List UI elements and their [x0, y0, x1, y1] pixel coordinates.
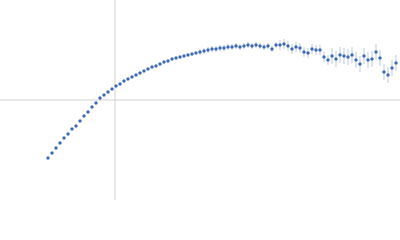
data-point — [390, 66, 394, 70]
data-point — [130, 75, 134, 79]
data-point — [162, 60, 166, 64]
data-point — [286, 44, 290, 48]
data-point — [98, 96, 102, 100]
data-point — [326, 58, 330, 62]
data-point — [118, 82, 122, 86]
data-point — [142, 69, 146, 73]
data-point — [226, 45, 230, 49]
data-point — [242, 44, 246, 48]
data-point — [330, 54, 334, 58]
data-point — [230, 45, 234, 49]
chart — [0, 0, 400, 200]
data-point — [126, 77, 130, 81]
data-point — [258, 44, 262, 48]
data-point — [374, 50, 378, 54]
data-point — [394, 61, 398, 65]
data-point — [358, 62, 362, 66]
data-point — [150, 65, 154, 69]
data-point — [318, 48, 322, 52]
data-point — [146, 67, 150, 71]
data-point — [250, 44, 254, 48]
data-point — [238, 45, 242, 49]
data-point — [254, 43, 258, 47]
data-point — [102, 93, 106, 97]
page: (() => { const data = JSON.parse(documen… — [0, 0, 400, 200]
data-point — [294, 45, 298, 49]
data-point — [338, 53, 342, 57]
data-point — [246, 43, 250, 47]
data-point — [74, 124, 78, 128]
data-point — [214, 47, 218, 51]
data-point — [134, 73, 138, 77]
data-point — [62, 136, 66, 140]
data-point — [94, 101, 98, 105]
data-point — [186, 53, 190, 57]
data-point — [306, 51, 310, 55]
data-point — [370, 57, 374, 61]
data-point — [190, 52, 194, 56]
data-point — [206, 48, 210, 52]
data-point — [290, 47, 294, 51]
data-point — [70, 127, 74, 131]
data-point — [362, 54, 366, 58]
data-point — [106, 90, 110, 94]
data-point — [298, 46, 302, 50]
data-point — [262, 45, 266, 49]
data-point — [266, 44, 270, 48]
data-point — [278, 43, 282, 47]
data-point — [154, 64, 158, 68]
data-point — [234, 44, 238, 48]
data-point — [194, 51, 198, 55]
data-point — [222, 46, 226, 50]
data-point — [314, 48, 318, 52]
data-point — [198, 50, 202, 54]
data-point — [110, 87, 114, 91]
data-point — [54, 146, 58, 150]
data-point — [282, 42, 286, 46]
data-point — [346, 55, 350, 59]
data-point — [50, 151, 54, 155]
data-point — [86, 110, 90, 114]
data-point — [178, 55, 182, 59]
data-point — [138, 71, 142, 75]
data-point — [166, 59, 170, 63]
data-point — [334, 57, 338, 61]
data-point — [350, 53, 354, 57]
data-point — [78, 119, 82, 123]
data-point — [274, 43, 278, 47]
data-point — [310, 47, 314, 51]
data-point — [58, 141, 62, 145]
data-point — [218, 46, 222, 50]
data-point — [158, 62, 162, 66]
data-point — [322, 55, 326, 59]
data-point — [382, 70, 386, 74]
data-point — [114, 84, 118, 88]
data-point — [182, 54, 186, 58]
data-point — [354, 58, 358, 62]
data-point — [342, 54, 346, 58]
data-point — [302, 50, 306, 54]
data-point — [46, 156, 50, 160]
data-point — [202, 49, 206, 53]
data-point — [366, 58, 370, 62]
data-point — [82, 114, 86, 118]
data-point — [90, 105, 94, 109]
data-point — [122, 79, 126, 83]
data-point — [66, 132, 70, 136]
data-point — [210, 47, 214, 51]
data-point — [386, 73, 390, 77]
data-point — [174, 56, 178, 60]
data-point — [270, 47, 274, 51]
data-point — [170, 57, 174, 61]
data-point — [378, 56, 382, 60]
